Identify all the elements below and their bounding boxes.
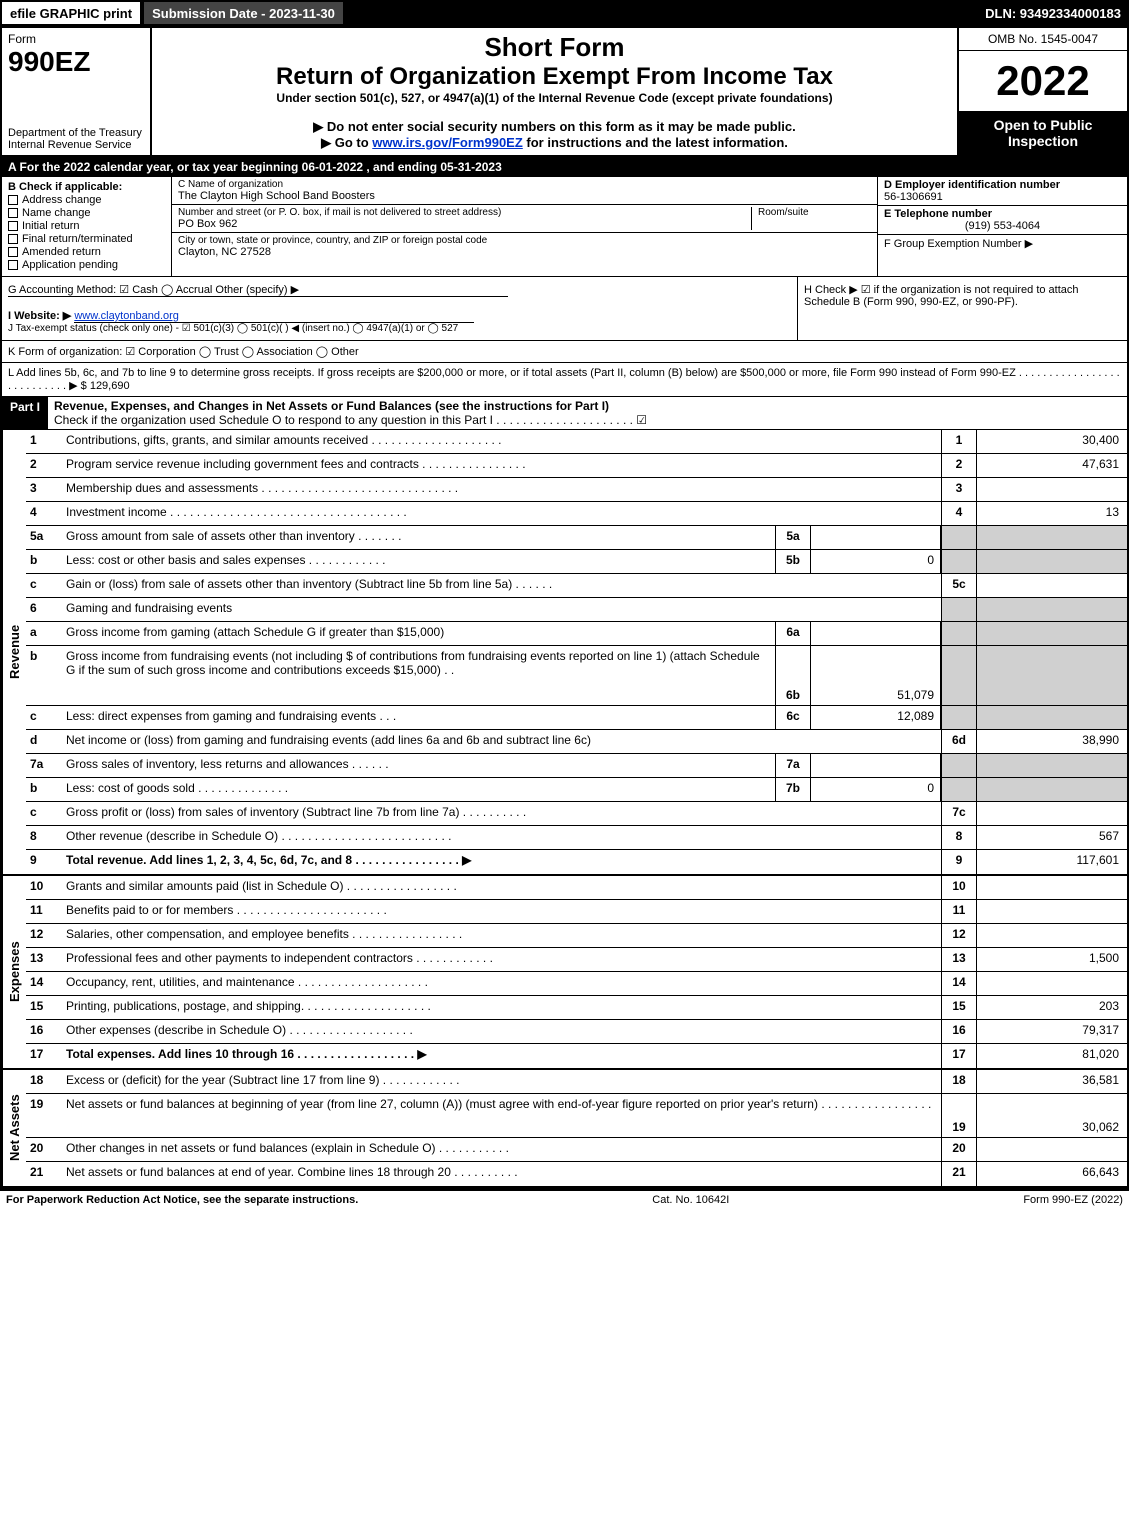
ein-label: D Employer identification number	[884, 179, 1121, 191]
line-3-value	[977, 478, 1127, 501]
line-19-value: 30,062	[977, 1094, 1127, 1137]
form-header: Form 990EZ Department of the Treasury In…	[2, 28, 1127, 157]
cb-amended-return[interactable]	[8, 247, 18, 257]
street-label: Number and street (or P. O. box, if mail…	[178, 207, 751, 218]
line-13-value: 1,500	[977, 948, 1127, 971]
expenses-table: Expenses 10Grants and similar amounts pa…	[2, 876, 1127, 1070]
street: PO Box 962	[178, 218, 751, 230]
row-a-tax-year: A For the 2022 calendar year, or tax yea…	[2, 157, 1127, 177]
accounting-method: G Accounting Method: ☑ Cash ◯ Accrual Ot…	[8, 283, 508, 297]
line-6a-value	[811, 622, 941, 645]
net-assets-table: Net Assets 18Excess or (deficit) for the…	[2, 1070, 1127, 1188]
dln: DLN: 93492334000183	[977, 0, 1129, 26]
short-form-title: Short Form	[160, 32, 949, 63]
website-link[interactable]: www.claytonband.org	[74, 310, 474, 323]
return-title: Return of Organization Exempt From Incom…	[160, 63, 949, 91]
row-l: L Add lines 5b, 6c, and 7b to line 9 to …	[2, 363, 1127, 397]
part-1-label: Part I	[2, 397, 48, 429]
org-name-label: C Name of organization	[178, 179, 871, 190]
cb-initial-return[interactable]	[8, 221, 18, 231]
group-exemption-label: F Group Exemption Number ▶	[884, 237, 1121, 250]
revenue-table: Revenue 1Contributions, gifts, grants, a…	[2, 430, 1127, 876]
dept-treasury: Department of the Treasury Internal Reve…	[8, 127, 144, 151]
line-5a-value	[811, 526, 941, 549]
line-1-value: 30,400	[977, 430, 1127, 453]
net-assets-side-label: Net Assets	[2, 1070, 26, 1186]
expenses-side-label: Expenses	[2, 876, 26, 1068]
row-k: K Form of organization: ☑ Corporation ◯ …	[2, 341, 1127, 363]
phone-label: E Telephone number	[884, 208, 1121, 220]
line-8-value: 567	[977, 826, 1127, 849]
line-5c-value	[977, 574, 1127, 597]
row-g-h: G Accounting Method: ☑ Cash ◯ Accrual Ot…	[2, 277, 1127, 341]
city: Clayton, NC 27528	[178, 246, 871, 258]
cb-application-pending[interactable]	[8, 260, 18, 270]
org-name: The Clayton High School Band Boosters	[178, 190, 871, 202]
page-footer: For Paperwork Reduction Act Notice, see …	[0, 1190, 1129, 1209]
line-9-value: 117,601	[977, 850, 1127, 874]
part-1-header-row: Part I Revenue, Expenses, and Changes in…	[2, 397, 1127, 430]
revenue-side-label: Revenue	[2, 430, 26, 874]
public-inspection: Open to Public Inspection	[959, 111, 1127, 155]
line-17-value: 81,020	[977, 1044, 1127, 1068]
line-4-value: 13	[977, 502, 1127, 525]
footer-left: For Paperwork Reduction Act Notice, see …	[6, 1194, 358, 1206]
top-bar: efile GRAPHIC print Submission Date - 20…	[0, 0, 1129, 26]
cb-name-change[interactable]	[8, 208, 18, 218]
line-11-value	[977, 900, 1127, 923]
form-number: 990EZ	[8, 46, 144, 78]
header-right: OMB No. 1545-0047 2022 Open to Public In…	[957, 28, 1127, 155]
room-label: Room/suite	[758, 207, 871, 218]
line-14-value	[977, 972, 1127, 995]
line-21-value: 66,643	[977, 1162, 1127, 1186]
line-12-value	[977, 924, 1127, 947]
section-b: B Check if applicable: Address change Na…	[2, 177, 172, 276]
omb-number: OMB No. 1545-0047	[959, 28, 1127, 51]
block-b-c-d-e: B Check if applicable: Address change Na…	[2, 177, 1127, 277]
line-5b-value: 0	[811, 550, 941, 573]
tax-year: 2022	[959, 51, 1127, 111]
form-label: Form	[8, 32, 144, 46]
section-c: C Name of organization The Clayton High …	[172, 177, 877, 276]
footer-center: Cat. No. 10642I	[652, 1194, 729, 1206]
footer-right: Form 990-EZ (2022)	[1023, 1194, 1123, 1206]
instr-goto: ▶ Go to www.irs.gov/Form990EZ for instru…	[160, 135, 949, 151]
submission-date: Submission Date - 2023-11-30	[142, 0, 345, 26]
part-1-check: Check if the organization used Schedule …	[54, 413, 647, 427]
line-10-value	[977, 876, 1127, 899]
city-label: City or town, state or province, country…	[178, 235, 871, 246]
line-7a-value	[811, 754, 941, 777]
line-20-value	[977, 1138, 1127, 1161]
phone: (919) 553-4064	[884, 220, 1121, 232]
row-j: J Tax-exempt status (check only one) - ☑…	[8, 323, 791, 334]
cb-address-change[interactable]	[8, 195, 18, 205]
gross-receipts: 129,690	[87, 380, 130, 392]
section-h: H Check ▶ ☑ if the organization is not r…	[797, 277, 1127, 340]
section-b-label: B Check if applicable:	[8, 181, 165, 193]
cb-final-return[interactable]	[8, 234, 18, 244]
header-center: Short Form Return of Organization Exempt…	[152, 28, 957, 155]
line-7b-value: 0	[811, 778, 941, 801]
line-16-value: 79,317	[977, 1020, 1127, 1043]
row-i: I Website: ▶ www.claytonband.org	[8, 309, 791, 323]
part-1-title: Revenue, Expenses, and Changes in Net As…	[54, 399, 609, 413]
irs-link[interactable]: www.irs.gov/Form990EZ	[372, 135, 523, 150]
header-left: Form 990EZ Department of the Treasury In…	[2, 28, 152, 155]
form-frame: Form 990EZ Department of the Treasury In…	[0, 26, 1129, 1190]
line-6c-value: 12,089	[811, 706, 941, 729]
section-d-e-f: D Employer identification number 56-1306…	[877, 177, 1127, 276]
ein: 56-1306691	[884, 191, 1121, 203]
line-2-value: 47,631	[977, 454, 1127, 477]
line-6b-value: 51,079	[811, 646, 941, 705]
instr-ssn: ▶ Do not enter social security numbers o…	[160, 119, 949, 135]
efile-label[interactable]: efile GRAPHIC print	[0, 0, 142, 26]
line-7c-value	[977, 802, 1127, 825]
line-15-value: 203	[977, 996, 1127, 1019]
line-18-value: 36,581	[977, 1070, 1127, 1093]
line-6d-value: 38,990	[977, 730, 1127, 753]
subtitle: Under section 501(c), 527, or 4947(a)(1)…	[160, 91, 949, 105]
